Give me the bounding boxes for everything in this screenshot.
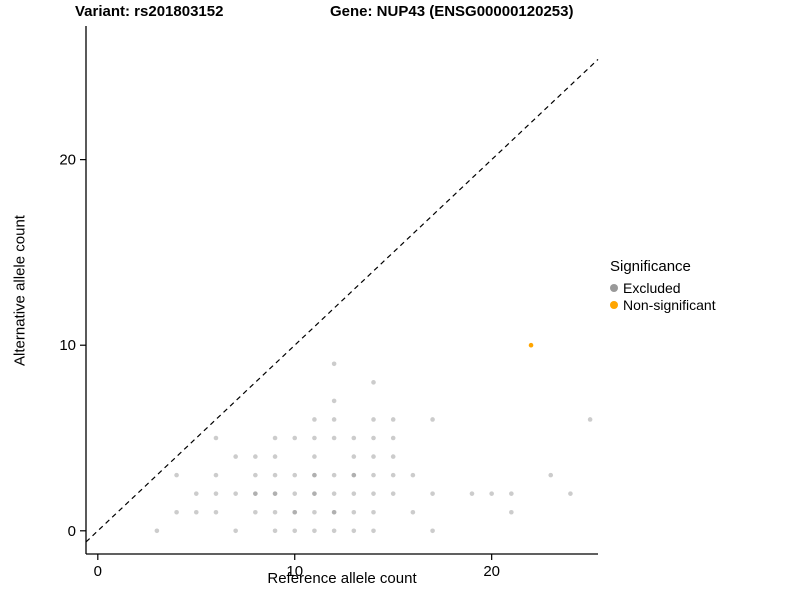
- svg-text:0: 0: [94, 563, 102, 580]
- plot-title-variant: Variant: rs201803152: [75, 3, 224, 20]
- svg-text:10: 10: [59, 337, 76, 354]
- legend-item: Excluded: [610, 279, 716, 296]
- legend-item-label: Excluded: [623, 279, 681, 296]
- legend-dot-icon: [610, 283, 618, 292]
- svg-text:20: 20: [483, 563, 500, 580]
- svg-text:10: 10: [286, 563, 303, 580]
- svg-text:0: 0: [68, 523, 76, 540]
- legend-title: Significance: [610, 258, 691, 275]
- legend: Significance Excluded Non-significant: [610, 258, 716, 313]
- y-axis-label: Alternative allele count: [11, 215, 29, 366]
- legend-dot-icon: [610, 300, 618, 309]
- plot-title-gene: Gene: NUP43 (ENSG00000120253): [330, 3, 574, 20]
- legend-items: Excluded Non-significant: [610, 279, 716, 313]
- legend-item-label: Non-significant: [623, 296, 716, 313]
- x-axis-label: Reference allele count: [267, 570, 417, 587]
- svg-text:20: 20: [59, 152, 76, 169]
- legend-item: Non-significant: [610, 296, 716, 313]
